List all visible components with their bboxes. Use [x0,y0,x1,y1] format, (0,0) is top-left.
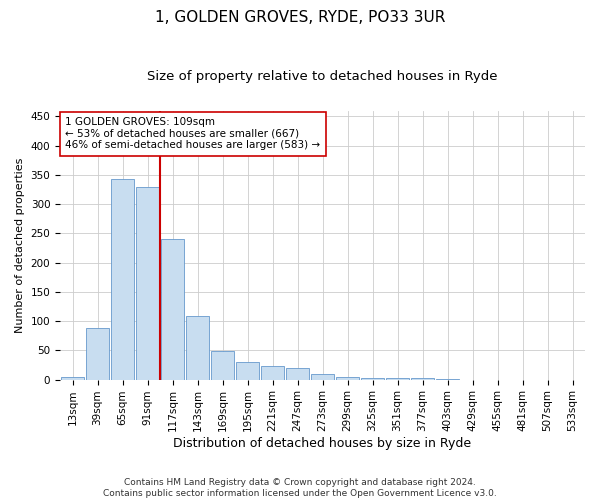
Bar [86,328,109,380]
Bar [136,186,159,380]
Bar [111,179,134,380]
Title: Size of property relative to detached houses in Ryde: Size of property relative to detached ho… [147,70,498,83]
Bar [286,368,309,380]
Y-axis label: Number of detached properties: Number of detached properties [15,158,25,333]
X-axis label: Distribution of detached houses by size in Ryde: Distribution of detached houses by size … [173,437,472,450]
Bar [386,378,409,380]
Text: 1, GOLDEN GROVES, RYDE, PO33 3UR: 1, GOLDEN GROVES, RYDE, PO33 3UR [155,10,445,25]
Bar [236,362,259,380]
Bar [361,378,384,380]
Bar [261,366,284,380]
Bar [336,376,359,380]
Bar [411,378,434,380]
Bar [211,351,234,380]
Bar [186,316,209,380]
Text: 1 GOLDEN GROVES: 109sqm
← 53% of detached houses are smaller (667)
46% of semi-d: 1 GOLDEN GROVES: 109sqm ← 53% of detache… [65,118,320,150]
Text: Contains HM Land Registry data © Crown copyright and database right 2024.
Contai: Contains HM Land Registry data © Crown c… [103,478,497,498]
Bar [161,238,184,380]
Bar [436,379,459,380]
Bar [311,374,334,380]
Bar [61,376,84,380]
